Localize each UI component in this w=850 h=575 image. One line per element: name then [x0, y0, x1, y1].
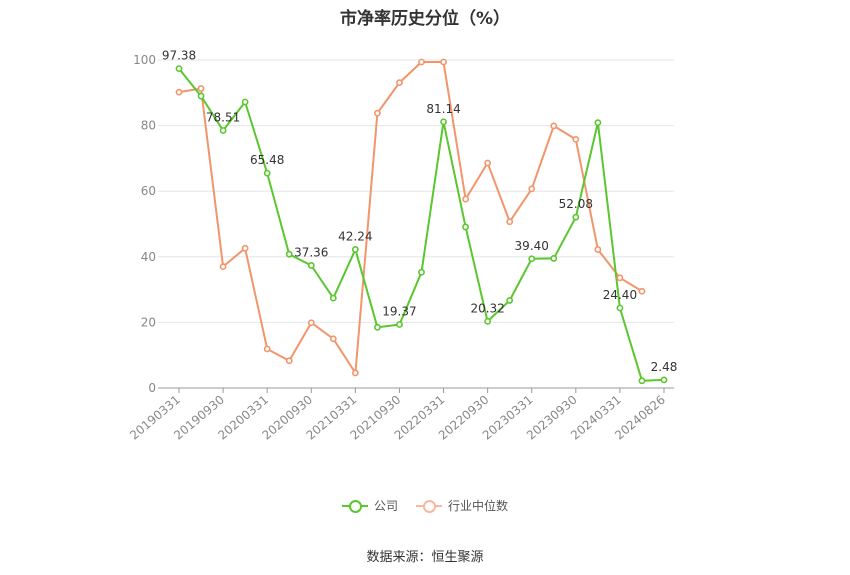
- data-point: [484, 317, 492, 325]
- data-point: [175, 65, 183, 72]
- y-axis-labels: 0 20 40 60 80 100: [133, 53, 156, 395]
- y-tick-label: 20: [141, 315, 156, 329]
- legend-swatch-company: [341, 499, 368, 513]
- y-tick-label: 60: [141, 184, 156, 198]
- data-point: [374, 323, 381, 331]
- data-point: [197, 92, 205, 100]
- series-lines: [178, 61, 665, 382]
- data-point: [241, 98, 249, 106]
- data-point: [351, 246, 359, 253]
- data-point: [638, 287, 646, 295]
- data-label: 42.24: [338, 229, 372, 243]
- chart-title: 市净率历史分位（%）: [339, 9, 511, 29]
- data-point: [418, 58, 425, 66]
- data-point: [219, 127, 227, 134]
- legend-label-company: 公司: [373, 499, 398, 513]
- y-tick-label: 80: [141, 119, 156, 133]
- legend-item-company[interactable]: 公司: [341, 497, 398, 514]
- data-point: [572, 135, 580, 143]
- data-point: [285, 357, 293, 365]
- data-point: [484, 159, 492, 167]
- data-source: 数据来源：恒生聚源: [366, 550, 484, 565]
- legend-item-industry-median[interactable]: 行业中位数: [416, 497, 508, 514]
- data-point: [616, 304, 624, 312]
- series-line-company: [178, 67, 665, 382]
- data-point: [175, 88, 183, 96]
- data-point: [219, 263, 227, 271]
- series-points: [175, 58, 668, 385]
- data-point: [506, 218, 514, 226]
- series-line-industry-median: [178, 61, 643, 374]
- y-gridlines: [158, 59, 674, 389]
- data-point: [506, 297, 514, 304]
- data-point: [594, 119, 602, 127]
- data-point: [285, 250, 293, 258]
- data-label: 65.48: [250, 153, 284, 167]
- data-point: [241, 244, 249, 252]
- data-point: [329, 335, 337, 343]
- data-point: [572, 213, 580, 221]
- y-tick-label: 0: [148, 381, 156, 395]
- data-label: 37.36: [294, 245, 328, 259]
- data-point: [528, 255, 536, 263]
- data-point: [263, 345, 271, 353]
- y-tick-label: 100: [133, 53, 156, 67]
- data-point: [329, 294, 337, 302]
- data-label: 78.51: [206, 110, 240, 124]
- data-label: 19.37: [382, 304, 416, 318]
- data-point: [594, 246, 602, 253]
- data-point: [462, 223, 469, 231]
- data-point: [440, 58, 447, 66]
- data-label: 20.32: [470, 301, 504, 315]
- legend: 公司 行业中位数: [0, 497, 850, 514]
- data-point: [396, 321, 403, 328]
- data-point: [396, 79, 403, 87]
- data-point: [462, 195, 469, 203]
- data-point: [660, 376, 668, 384]
- data-labels: 97.38 78.51 65.48 37.36 42.24 19.37 81.14 20.32…: [162, 49, 678, 374]
- data-point: [197, 85, 205, 92]
- y-tick-label: 40: [141, 250, 156, 264]
- legend-label-industry-median: 行业中位数: [448, 499, 509, 513]
- legend-swatch-industry-median: [416, 499, 442, 513]
- x-axis: 2019033120190930202003312020093020210331…: [127, 388, 668, 443]
- data-point: [307, 262, 315, 269]
- data-point: [351, 369, 359, 377]
- data-point: [263, 169, 271, 177]
- data-point: [307, 319, 315, 327]
- data-point: [616, 274, 624, 282]
- data-point: [550, 122, 558, 130]
- data-point: [418, 268, 425, 276]
- data-point: [528, 185, 536, 193]
- data-label: 81.14: [426, 102, 460, 116]
- data-label: 97.38: [162, 49, 196, 63]
- data-point: [550, 255, 558, 262]
- data-label: 52.08: [559, 197, 593, 211]
- data-point: [374, 109, 381, 117]
- data-point: [440, 118, 447, 126]
- data-label: 39.40: [515, 239, 549, 253]
- data-label: 24.40: [603, 288, 637, 302]
- data-label: 2.48: [651, 360, 678, 374]
- data-point: [638, 377, 646, 385]
